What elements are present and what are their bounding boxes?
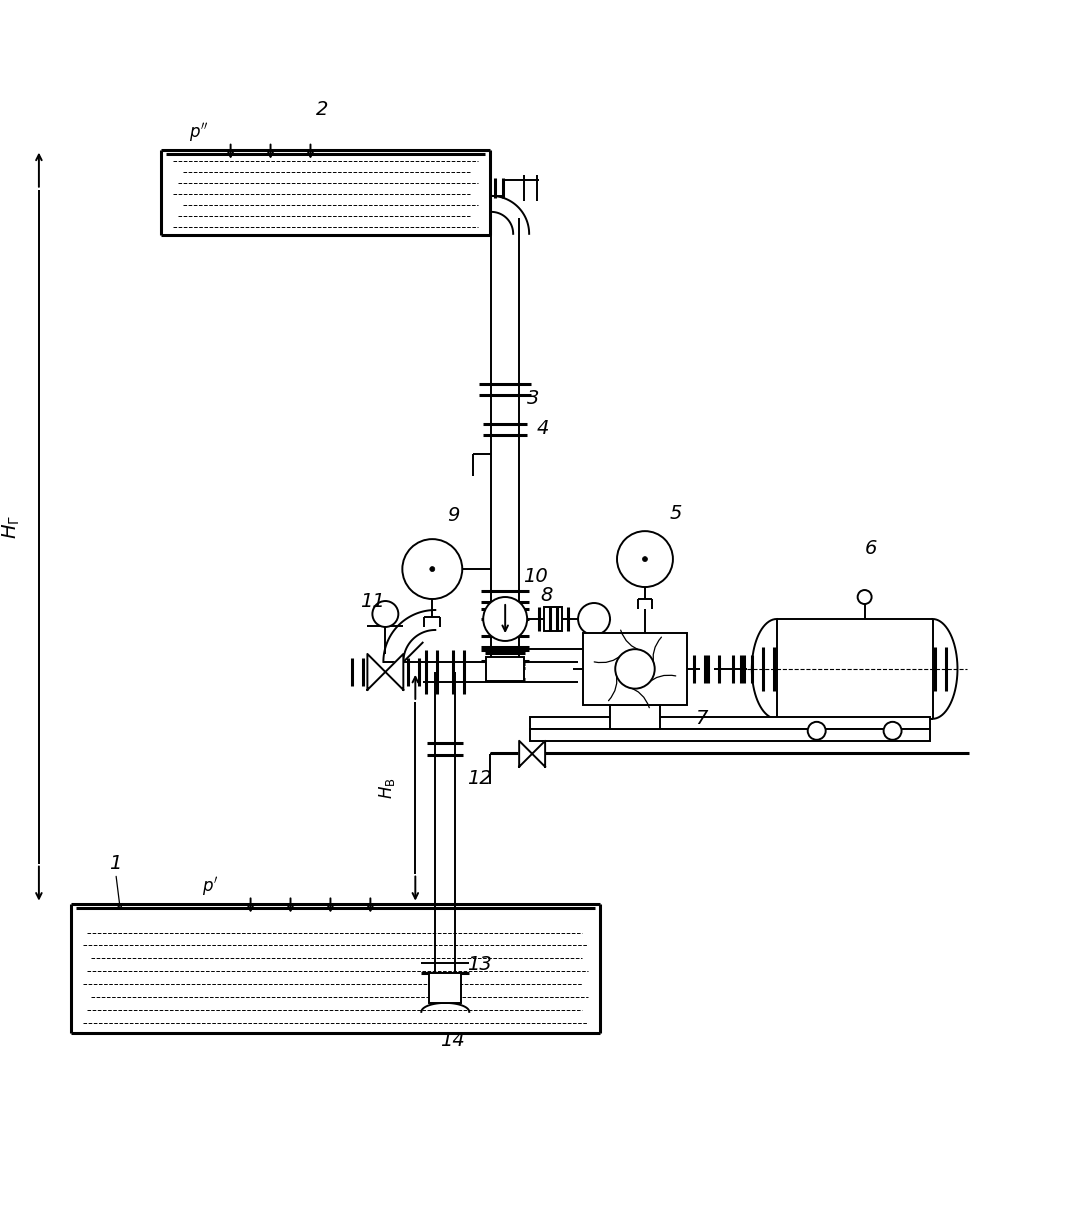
Text: 10: 10	[523, 567, 548, 586]
Text: 8: 8	[540, 586, 552, 605]
Circle shape	[616, 531, 673, 588]
Circle shape	[373, 601, 398, 627]
Text: 11: 11	[361, 592, 386, 611]
Bar	[430, 973, 461, 1002]
Text: $p'$: $p'$	[202, 875, 219, 898]
Polygon shape	[532, 741, 546, 766]
Text: 1: 1	[108, 853, 121, 873]
Text: 3: 3	[527, 389, 539, 409]
Circle shape	[483, 597, 527, 641]
Bar	[545, 607, 562, 630]
Text: 13: 13	[467, 955, 492, 974]
Polygon shape	[519, 741, 532, 766]
Circle shape	[884, 722, 901, 739]
Circle shape	[578, 603, 610, 635]
Polygon shape	[386, 654, 404, 690]
Circle shape	[615, 649, 655, 689]
Circle shape	[808, 722, 826, 739]
Text: $p''$: $p''$	[189, 121, 208, 144]
Text: 2: 2	[316, 100, 328, 119]
Circle shape	[642, 557, 648, 562]
Bar	[583, 633, 687, 705]
Text: 12: 12	[467, 769, 492, 788]
Bar	[531, 728, 929, 741]
Text: $H_{\rm B}$: $H_{\rm B}$	[377, 777, 397, 798]
Text: 4: 4	[537, 420, 550, 438]
Bar	[487, 657, 524, 681]
Circle shape	[430, 567, 435, 572]
Bar	[531, 717, 929, 728]
Text: 14: 14	[440, 1031, 465, 1050]
Text: 5: 5	[670, 504, 682, 523]
Circle shape	[858, 590, 872, 603]
Text: 9: 9	[447, 507, 460, 525]
Text: 6: 6	[865, 539, 877, 558]
Polygon shape	[367, 654, 386, 690]
Circle shape	[403, 539, 462, 599]
Text: $H_{\rm\Gamma}$: $H_{\rm\Gamma}$	[0, 514, 21, 539]
Bar	[610, 705, 659, 728]
Text: 7: 7	[695, 709, 708, 728]
